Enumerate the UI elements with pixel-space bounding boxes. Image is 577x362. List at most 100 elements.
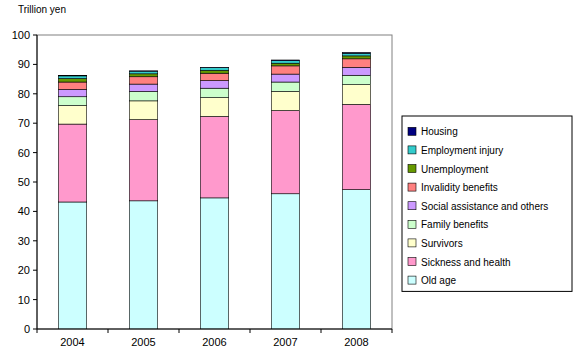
bar-segment xyxy=(129,70,157,71)
legend-swatch xyxy=(408,127,416,135)
bar-segment xyxy=(129,91,157,100)
x-tick-label: 2006 xyxy=(202,336,226,348)
bar-segment xyxy=(342,190,370,329)
y-tick-label: 20 xyxy=(18,264,30,276)
x-tick-label: 2004 xyxy=(60,336,84,348)
bar-segment xyxy=(271,111,299,194)
y-tick xyxy=(33,123,37,124)
y-tick-label: 50 xyxy=(18,176,30,188)
legend-label: Old age xyxy=(421,275,456,286)
legend-label: Social assistance and others xyxy=(421,201,548,212)
y-tick xyxy=(33,64,37,65)
x-tick xyxy=(108,329,109,333)
bar-segment xyxy=(129,77,157,84)
bar-segment xyxy=(200,88,228,97)
bars xyxy=(58,53,370,329)
bar-segment xyxy=(200,67,228,68)
legend-label: Invalidity benefits xyxy=(421,182,498,193)
y-axis xyxy=(37,35,38,329)
y-tick-label: 100 xyxy=(12,29,30,41)
bar-segment xyxy=(58,124,86,202)
bar-segment xyxy=(200,68,228,71)
bar-segment xyxy=(271,91,299,110)
bar-segment xyxy=(58,106,86,125)
y-tick xyxy=(33,299,37,300)
bar-segment xyxy=(200,73,228,80)
bar-segment xyxy=(129,71,157,74)
legend-label: Unemployment xyxy=(421,164,488,175)
plot-frame xyxy=(37,35,392,329)
bar-segment xyxy=(129,201,157,329)
legend-swatch xyxy=(408,239,416,247)
legend-swatch xyxy=(408,202,416,210)
y-tick-label: 80 xyxy=(18,88,30,100)
x-tick-label: 2008 xyxy=(344,336,368,348)
bar-segment xyxy=(271,74,299,82)
bar-segment xyxy=(58,76,86,79)
y-label: Trillion yen xyxy=(18,4,66,15)
legend-label: Sickness and health xyxy=(421,257,511,268)
y-tick-label: 30 xyxy=(18,235,30,247)
bar-segment xyxy=(129,84,157,91)
bar-segment xyxy=(58,82,86,89)
chart: Trillion yen 0 10 20 30 40 50 60 70 80 90 100 2004 20… xyxy=(0,0,577,362)
y-tick xyxy=(33,182,37,183)
bar-segment xyxy=(342,104,370,189)
bar-segment xyxy=(58,89,86,96)
legend-swatch xyxy=(408,258,416,266)
bar-segment xyxy=(342,67,370,75)
y-tick xyxy=(33,152,37,153)
bar-segment xyxy=(129,101,157,120)
y-tick xyxy=(33,240,37,241)
y-tick xyxy=(33,329,37,330)
bar-segment xyxy=(271,59,299,61)
x-tick-label: 2007 xyxy=(273,336,297,348)
bar-segment xyxy=(271,66,299,74)
legend-label: Family benefits xyxy=(421,219,488,230)
x-tick xyxy=(321,329,322,333)
bar-segment xyxy=(200,98,228,117)
legend-label: Survivors xyxy=(421,238,463,249)
x-tick xyxy=(37,329,38,333)
legend-swatch xyxy=(408,220,416,228)
y-tick-label: 70 xyxy=(18,117,30,129)
bar-segment xyxy=(271,63,299,66)
bar-segment xyxy=(342,85,370,105)
y-tick-label: 40 xyxy=(18,205,30,217)
x-tick xyxy=(179,329,180,333)
legend-swatch xyxy=(408,183,416,191)
x-tick xyxy=(250,329,251,333)
x-tick-label: 2005 xyxy=(131,336,155,348)
bar-segment xyxy=(200,198,228,329)
bar-segment xyxy=(58,75,86,76)
legend-label: Employment injury xyxy=(421,145,503,156)
bar-segment xyxy=(342,75,370,84)
y-tick-label: 90 xyxy=(18,58,30,70)
bar-segment xyxy=(271,82,299,91)
x-axis xyxy=(37,329,392,330)
y-tick-label: 10 xyxy=(18,294,30,306)
x-tick xyxy=(392,329,393,333)
bar-segment xyxy=(342,59,370,68)
y-tick xyxy=(33,35,37,36)
legend-swatch xyxy=(408,276,416,284)
y-tick-label: 0 xyxy=(24,323,30,335)
legend-box xyxy=(402,116,572,291)
legend-swatch xyxy=(408,146,416,154)
y-tick xyxy=(33,211,37,212)
bar-segment xyxy=(129,74,157,77)
legend-swatch xyxy=(408,165,416,173)
y-tick-label: 60 xyxy=(18,147,30,159)
bar-segment xyxy=(271,61,299,64)
y-tick xyxy=(33,270,37,271)
bar-segment xyxy=(200,116,228,197)
bar-segment xyxy=(200,81,228,89)
bar-segment xyxy=(58,202,86,329)
bar-segment xyxy=(129,120,157,201)
legend-label: Housing xyxy=(421,126,458,137)
bar-segment xyxy=(342,56,370,59)
bar-segment xyxy=(200,70,228,73)
y-tick xyxy=(33,93,37,94)
bar-segment xyxy=(58,79,86,83)
bar-segment xyxy=(271,194,299,329)
